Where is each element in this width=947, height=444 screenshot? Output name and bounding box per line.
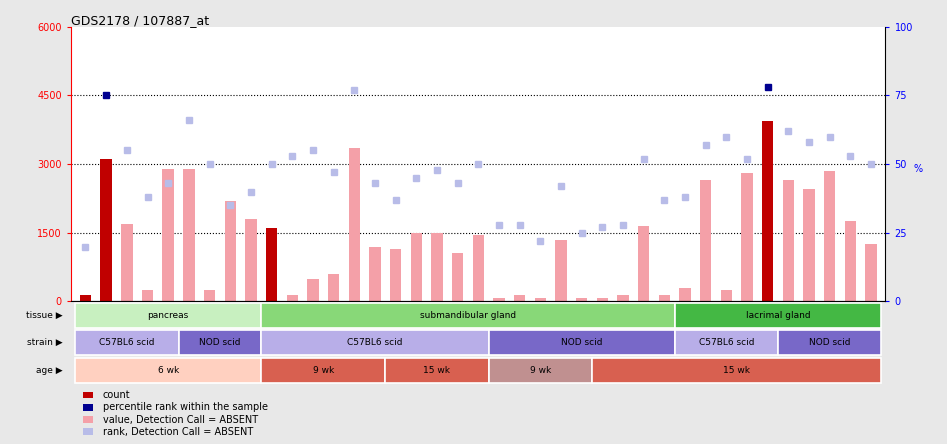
Bar xyxy=(224,201,236,301)
Bar xyxy=(142,290,153,301)
Bar xyxy=(287,295,298,301)
Bar xyxy=(617,295,629,301)
Bar xyxy=(782,180,794,301)
Y-axis label: %: % xyxy=(914,164,923,174)
Text: strain ▶: strain ▶ xyxy=(27,338,63,347)
Bar xyxy=(700,180,711,301)
Bar xyxy=(555,240,566,301)
Bar xyxy=(803,189,814,301)
Bar xyxy=(261,330,489,355)
Bar xyxy=(473,235,484,301)
Bar xyxy=(348,148,360,301)
Bar xyxy=(638,226,650,301)
Text: GDS2178 / 107887_at: GDS2178 / 107887_at xyxy=(71,14,209,27)
Bar xyxy=(75,330,179,355)
Bar xyxy=(121,224,133,301)
Bar xyxy=(721,290,732,301)
Text: count: count xyxy=(103,390,131,400)
Bar xyxy=(266,228,277,301)
Bar xyxy=(83,428,93,435)
Bar xyxy=(179,330,261,355)
Bar xyxy=(261,357,385,383)
Bar xyxy=(163,169,174,301)
Text: 15 wk: 15 wk xyxy=(724,366,750,375)
Text: NOD scid: NOD scid xyxy=(809,338,850,347)
Bar xyxy=(489,357,592,383)
Text: pancreas: pancreas xyxy=(148,311,188,320)
Bar xyxy=(674,330,777,355)
Bar xyxy=(83,404,93,411)
Bar xyxy=(742,173,753,301)
Bar xyxy=(245,219,257,301)
Bar xyxy=(489,330,674,355)
Text: age ▶: age ▶ xyxy=(36,366,63,375)
Text: NOD scid: NOD scid xyxy=(561,338,602,347)
Bar xyxy=(576,298,587,301)
Text: 9 wk: 9 wk xyxy=(313,366,334,375)
Bar xyxy=(845,221,856,301)
Bar xyxy=(534,298,545,301)
Text: C57BL6 scid: C57BL6 scid xyxy=(99,338,154,347)
Bar xyxy=(307,278,318,301)
Text: submandibular gland: submandibular gland xyxy=(420,311,516,320)
Bar xyxy=(261,302,674,328)
Bar xyxy=(452,254,463,301)
Bar xyxy=(493,298,505,301)
Bar xyxy=(83,416,93,423)
Bar xyxy=(369,246,381,301)
Bar xyxy=(385,357,489,383)
Bar xyxy=(777,330,882,355)
Text: value, Detection Call = ABSENT: value, Detection Call = ABSENT xyxy=(103,415,258,424)
Text: 6 wk: 6 wk xyxy=(157,366,179,375)
Text: 9 wk: 9 wk xyxy=(529,366,551,375)
Text: percentile rank within the sample: percentile rank within the sample xyxy=(103,402,268,412)
Bar xyxy=(411,233,422,301)
Bar xyxy=(328,274,339,301)
Text: NOD scid: NOD scid xyxy=(199,338,241,347)
Bar xyxy=(866,244,877,301)
Text: C57BL6 scid: C57BL6 scid xyxy=(348,338,402,347)
Bar xyxy=(80,295,91,301)
Bar xyxy=(658,295,670,301)
Bar xyxy=(75,302,261,328)
Bar xyxy=(514,295,526,301)
Bar xyxy=(762,120,774,301)
Bar xyxy=(431,233,442,301)
Bar xyxy=(679,288,690,301)
Text: C57BL6 scid: C57BL6 scid xyxy=(699,338,754,347)
Text: 15 wk: 15 wk xyxy=(423,366,451,375)
Bar xyxy=(183,169,194,301)
Text: rank, Detection Call = ABSENT: rank, Detection Call = ABSENT xyxy=(103,427,253,437)
Text: lacrimal gland: lacrimal gland xyxy=(745,311,811,320)
Bar xyxy=(674,302,882,328)
Bar xyxy=(100,159,112,301)
Bar xyxy=(204,290,215,301)
Bar xyxy=(83,392,93,398)
Bar xyxy=(597,298,608,301)
Text: tissue ▶: tissue ▶ xyxy=(27,311,63,320)
Bar xyxy=(824,171,835,301)
Bar xyxy=(390,249,402,301)
Bar xyxy=(592,357,882,383)
Bar xyxy=(75,357,261,383)
